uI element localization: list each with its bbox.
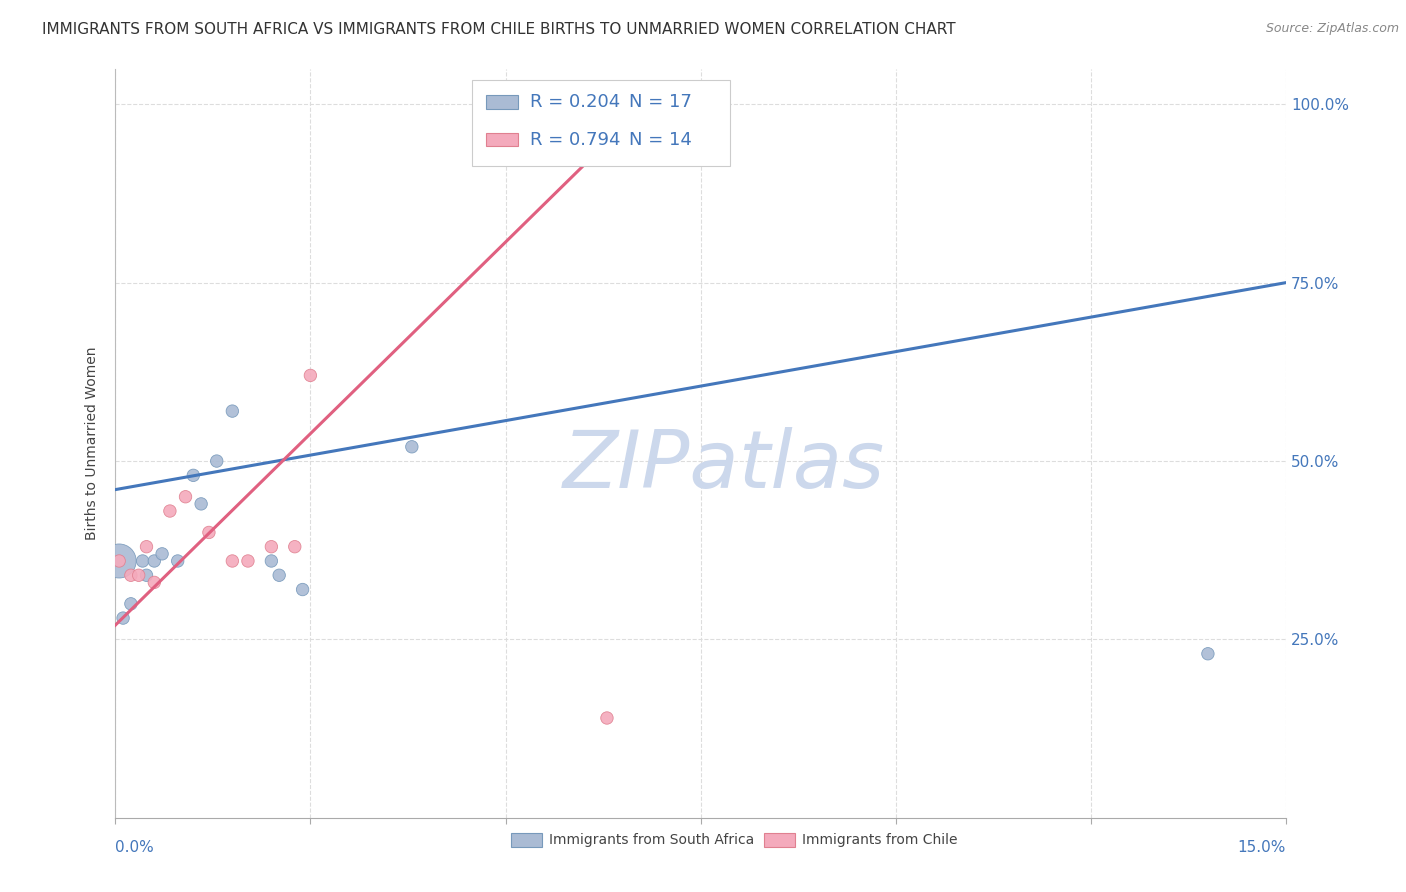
Point: [166, 554, 188, 568]
Point: [236, 554, 259, 568]
Point: [143, 575, 166, 590]
Point: [221, 554, 243, 568]
Point: [108, 554, 131, 568]
Point: [291, 582, 314, 597]
Point: [260, 554, 283, 568]
Point: [596, 711, 619, 725]
FancyBboxPatch shape: [486, 133, 517, 146]
Text: 15.0%: 15.0%: [1237, 840, 1286, 855]
Point: [128, 568, 150, 582]
Point: [150, 547, 173, 561]
Text: N = 14: N = 14: [630, 131, 692, 149]
Y-axis label: Births to Unmarried Women: Births to Unmarried Women: [86, 346, 100, 540]
Point: [135, 568, 157, 582]
Text: Immigrants from Chile: Immigrants from Chile: [801, 833, 957, 847]
Point: [284, 540, 307, 554]
Point: [198, 525, 221, 540]
Text: Source: ZipAtlas.com: Source: ZipAtlas.com: [1265, 22, 1399, 36]
Point: [108, 554, 131, 568]
Text: R = 0.204: R = 0.204: [530, 94, 620, 112]
Point: [135, 540, 157, 554]
Point: [131, 554, 153, 568]
Point: [269, 568, 291, 582]
Point: [205, 454, 228, 468]
Text: ZIPatlas: ZIPatlas: [562, 426, 886, 505]
Point: [299, 368, 322, 383]
FancyBboxPatch shape: [486, 95, 517, 109]
Text: Immigrants from South Africa: Immigrants from South Africa: [548, 833, 754, 847]
Text: 0.0%: 0.0%: [115, 840, 155, 855]
Point: [143, 554, 166, 568]
Text: N = 17: N = 17: [630, 94, 692, 112]
Point: [120, 597, 142, 611]
Text: R = 0.794: R = 0.794: [530, 131, 620, 149]
Point: [159, 504, 181, 518]
Point: [181, 468, 204, 483]
Point: [120, 568, 142, 582]
Point: [1197, 647, 1219, 661]
FancyBboxPatch shape: [472, 79, 730, 166]
Point: [190, 497, 212, 511]
Point: [221, 404, 243, 418]
Point: [174, 490, 197, 504]
Point: [401, 440, 423, 454]
Point: [112, 611, 135, 625]
Point: [260, 540, 283, 554]
Text: IMMIGRANTS FROM SOUTH AFRICA VS IMMIGRANTS FROM CHILE BIRTHS TO UNMARRIED WOMEN : IMMIGRANTS FROM SOUTH AFRICA VS IMMIGRAN…: [42, 22, 956, 37]
